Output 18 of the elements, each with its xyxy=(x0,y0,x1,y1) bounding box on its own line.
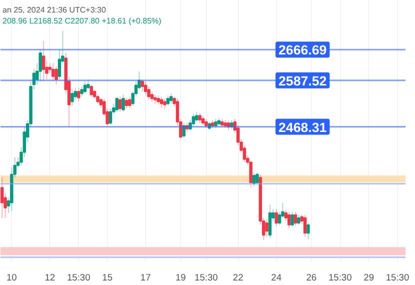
x-tick-label: 17 xyxy=(140,272,151,282)
text: 208.96 L2168.52 C2207.80 +18.61 (+0.85%) xyxy=(2,16,162,26)
x-tick-label: 10 xyxy=(6,272,17,282)
x-tick-label: 12 xyxy=(44,272,56,282)
x-tick-label: 15:30 xyxy=(386,272,410,282)
x-tick-label: 22 xyxy=(232,272,244,282)
x-tick-label: 15 xyxy=(102,272,113,282)
ref-line-label: 2587.52 xyxy=(278,73,327,88)
ref-line-label: 2468.31 xyxy=(278,120,328,135)
x-tick-label: 24 xyxy=(271,272,282,282)
x-tick-label: 29 xyxy=(364,272,374,282)
x-tick-label: 15:30 xyxy=(194,272,218,282)
x-tick-label: 19 xyxy=(175,272,186,282)
x-tick-label: 15:30 xyxy=(66,272,90,282)
text: an 25, 2024 21:36 UTC+3:30 xyxy=(2,6,106,14)
x-tick-label: 26 xyxy=(306,272,317,282)
x-tick-label: 15:30 xyxy=(328,272,352,282)
ref-line-label: 2666.69 xyxy=(278,42,327,58)
